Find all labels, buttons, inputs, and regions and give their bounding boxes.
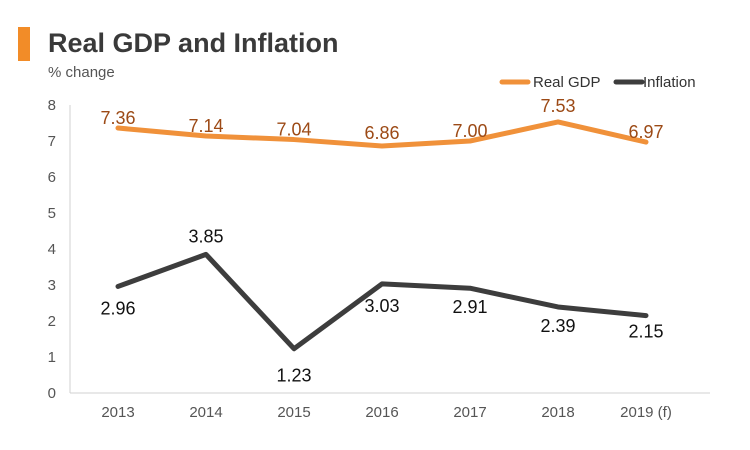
inflation-data-label: 2.39 (540, 316, 575, 336)
data-labels: 7.36 7.14 7.04 6.86 7.00 7.53 6.97 2.96 3.85 1.23… (100, 96, 663, 386)
real-gdp-data-label: 7.14 (188, 116, 223, 136)
real-gdp-data-label: 7.36 (100, 108, 135, 128)
x-tick-label: 2019 (f) (620, 404, 672, 421)
real-gdp-data-label: 7.53 (540, 96, 575, 116)
x-tick-label: 2014 (189, 404, 222, 421)
y-tick-label: 6 (48, 169, 56, 186)
real-gdp-data-label: 6.86 (364, 123, 399, 143)
inflation-data-label: 1.23 (276, 366, 311, 386)
y-tick-label: 5 (48, 205, 56, 222)
real-gdp-data-label: 6.97 (628, 122, 663, 142)
x-tick-label: 2015 (277, 404, 310, 421)
inflation-data-label: 2.96 (100, 298, 135, 318)
y-tick-label: 2 (48, 313, 56, 330)
y-tick-label: 1 (48, 349, 56, 366)
series-lines (115, 119, 649, 352)
inflation-data-label: 2.15 (628, 322, 663, 342)
x-tick-label: 2013 (101, 404, 134, 421)
real-gdp-data-label: 7.04 (276, 120, 311, 140)
legend-real-gdp-label: Real GDP (533, 74, 601, 91)
legend-inflation-label: Inflation (643, 74, 696, 91)
y-tick-label: 8 (48, 97, 56, 114)
inflation-data-label: 2.91 (452, 297, 487, 317)
legend: Real GDP Inflation (499, 74, 696, 91)
x-tick-label: 2016 (365, 404, 398, 421)
inflation-data-label: 3.85 (188, 226, 223, 246)
x-tick-label: 2018 (541, 404, 574, 421)
inflation-data-label: 3.03 (364, 296, 399, 316)
chart-title: Real GDP and Inflation (48, 28, 339, 58)
chart-subtitle: % change (48, 64, 115, 81)
title-accent-bar (18, 27, 30, 61)
y-axis: 0 1 2 3 4 5 6 7 8 (48, 97, 71, 402)
real-gdp-data-label: 7.00 (452, 121, 487, 141)
y-tick-label: 4 (48, 241, 56, 258)
x-tick-label: 2017 (453, 404, 486, 421)
x-axis: 2013 2014 2015 2016 2017 2018 2019 (f) (70, 392, 710, 421)
y-tick-label: 7 (48, 133, 56, 150)
y-tick-label: 3 (48, 277, 56, 294)
y-tick-label: 0 (48, 385, 56, 402)
